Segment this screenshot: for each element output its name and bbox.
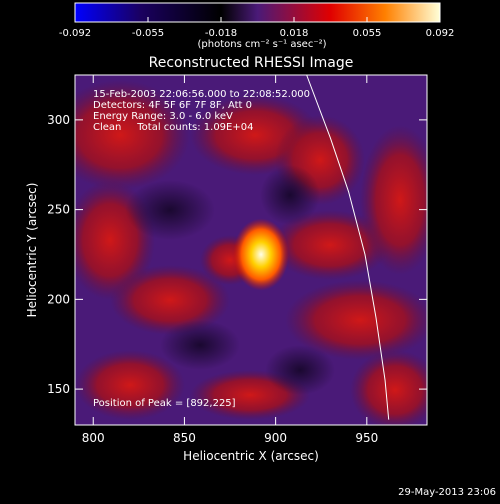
- info-time-range: 15-Feb-2003 22:06:56.000 to 22:08:52.000: [93, 89, 310, 100]
- y-tick-label: 150: [47, 382, 70, 396]
- x-tick-label: 950: [355, 431, 378, 445]
- x-tick-label: 800: [82, 431, 105, 445]
- colorbar: [74, 2, 441, 23]
- peak-position-label: Position of Peak = [892,225]: [93, 398, 236, 409]
- colorbar-tick-label: 0.018: [280, 28, 309, 39]
- info-detectors: Detectors: 4F 5F 6F 7F 8F, Att 0: [93, 100, 252, 111]
- colorbar-tick-label: -0.055: [132, 28, 164, 39]
- image-area: [75, 75, 427, 425]
- y-axis-label: Heliocentric Y (arcsec): [25, 183, 39, 318]
- colorbar-ticks: -0.092 -0.055 -0.018 0.018 0.055 0.092: [59, 17, 454, 39]
- info-clean-counts: Clean Total counts: 1.09E+04: [93, 122, 253, 133]
- solar-limb: [306, 75, 390, 420]
- x-tick-label: 850: [173, 431, 196, 445]
- chart-title: Reconstructed RHESSI Image: [149, 55, 354, 71]
- info-text: 15-Feb-2003 22:06:56.000 to 22:08:52.000…: [93, 89, 310, 409]
- x-tick-label: 900: [264, 431, 287, 445]
- y-axis-ticks: 150 200 250 300: [47, 113, 427, 396]
- x-axis-label: Heliocentric X (arcsec): [183, 449, 319, 463]
- y-tick-label: 200: [47, 292, 70, 306]
- colorbar-tick-label: 0.092: [426, 28, 455, 39]
- info-energy-range: Energy Range: 3.0 - 6.0 keV: [93, 111, 233, 122]
- y-tick-label: 300: [47, 113, 70, 127]
- dark-regions: [125, 165, 335, 395]
- colorbar-tick-label: -0.092: [59, 28, 91, 39]
- y-tick-label: 250: [47, 203, 70, 217]
- plot-frame: [74, 74, 428, 426]
- footer-date: 29-May-2013 23:06: [398, 487, 496, 498]
- colorbar-tick-label: -0.018: [205, 28, 237, 39]
- peak-source: [233, 218, 290, 291]
- colorbar-tick-label: 0.055: [353, 28, 382, 39]
- colorbar-unit-label: (photons cm⁻² s⁻¹ asec⁻²): [197, 39, 326, 50]
- x-axis-ticks: 800 850 900 950: [82, 75, 378, 445]
